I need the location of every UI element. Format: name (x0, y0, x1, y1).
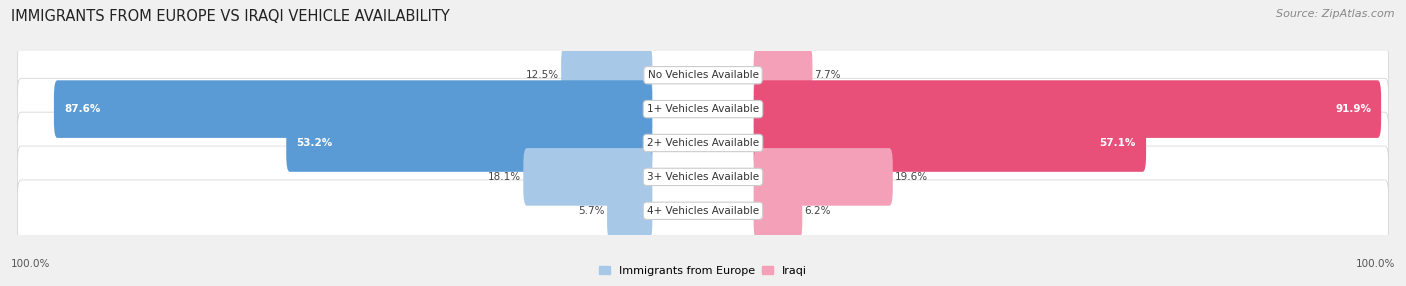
FancyBboxPatch shape (17, 180, 1389, 242)
Text: 87.6%: 87.6% (65, 104, 100, 114)
FancyBboxPatch shape (607, 182, 652, 240)
Text: 53.2%: 53.2% (297, 138, 333, 148)
FancyBboxPatch shape (523, 148, 652, 206)
Text: 1+ Vehicles Available: 1+ Vehicles Available (647, 104, 759, 114)
FancyBboxPatch shape (754, 46, 813, 104)
Text: Source: ZipAtlas.com: Source: ZipAtlas.com (1277, 9, 1395, 19)
Text: 19.6%: 19.6% (894, 172, 928, 182)
Text: IMMIGRANTS FROM EUROPE VS IRAQI VEHICLE AVAILABILITY: IMMIGRANTS FROM EUROPE VS IRAQI VEHICLE … (11, 9, 450, 23)
FancyBboxPatch shape (754, 148, 893, 206)
Text: 57.1%: 57.1% (1099, 138, 1136, 148)
Legend: Immigrants from Europe, Iraqi: Immigrants from Europe, Iraqi (595, 261, 811, 280)
FancyBboxPatch shape (754, 114, 1146, 172)
FancyBboxPatch shape (17, 112, 1389, 174)
Text: 7.7%: 7.7% (814, 70, 841, 80)
Text: 3+ Vehicles Available: 3+ Vehicles Available (647, 172, 759, 182)
FancyBboxPatch shape (561, 46, 652, 104)
Text: 2+ Vehicles Available: 2+ Vehicles Available (647, 138, 759, 148)
Text: 100.0%: 100.0% (11, 259, 51, 269)
FancyBboxPatch shape (17, 78, 1389, 140)
Text: 4+ Vehicles Available: 4+ Vehicles Available (647, 206, 759, 216)
FancyBboxPatch shape (53, 80, 652, 138)
FancyBboxPatch shape (287, 114, 652, 172)
FancyBboxPatch shape (754, 80, 1381, 138)
FancyBboxPatch shape (17, 44, 1389, 106)
Text: 100.0%: 100.0% (1355, 259, 1395, 269)
Text: 18.1%: 18.1% (488, 172, 522, 182)
Text: 12.5%: 12.5% (526, 70, 560, 80)
FancyBboxPatch shape (754, 182, 803, 240)
Text: 6.2%: 6.2% (804, 206, 831, 216)
Text: No Vehicles Available: No Vehicles Available (648, 70, 758, 80)
FancyBboxPatch shape (17, 146, 1389, 208)
Text: 91.9%: 91.9% (1336, 104, 1371, 114)
Text: 5.7%: 5.7% (578, 206, 605, 216)
